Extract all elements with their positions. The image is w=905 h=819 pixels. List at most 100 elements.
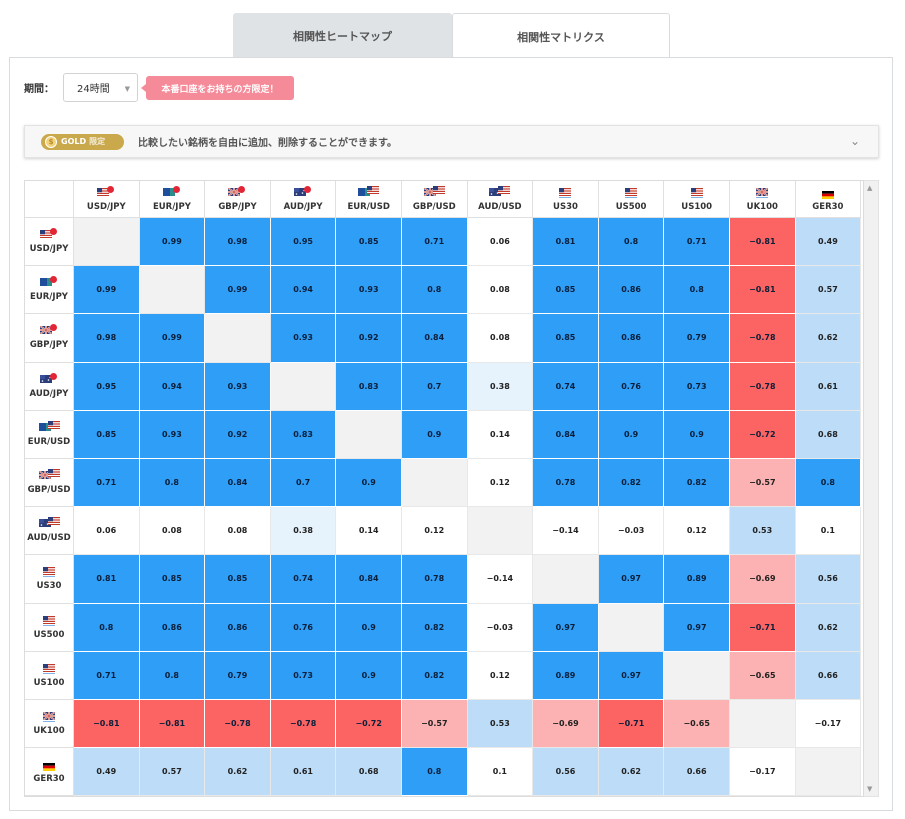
chevron-down-icon: ▼ — [124, 85, 130, 93]
matrix-cell: 0.8 — [139, 459, 206, 508]
matrix-cell: 0.49 — [795, 218, 862, 267]
matrix-cell: 0.73 — [270, 651, 337, 700]
matrix-cell: 0.8 — [402, 266, 468, 315]
matrix-cell: 0.97 — [598, 651, 665, 700]
scroll-up-icon[interactable]: ▲ — [867, 184, 873, 192]
row-header-aud-jpy: AUD/JPY — [25, 362, 74, 411]
gold-feature-bar[interactable]: $ GOLD 限定 比較したい銘柄を自由に追加、削除することができます。 ⌄ — [24, 125, 879, 158]
symbol-label: USD/JPY — [29, 244, 69, 255]
matrix-cell: 0.94 — [270, 266, 337, 315]
matrix-cell: 0.82 — [598, 459, 665, 508]
matrix-cell-diagonal — [270, 362, 337, 411]
matrix-cell: 0.8 — [139, 651, 206, 700]
scrollbar-thumb[interactable] — [867, 195, 875, 783]
flag-icon — [489, 185, 511, 199]
matrix-cell: 0.9 — [336, 651, 402, 700]
matrix-cell: 0.89 — [664, 555, 730, 604]
flag-icon — [43, 566, 55, 578]
flag-icon — [97, 185, 115, 199]
matrix-cell: 0.76 — [270, 603, 337, 652]
matrix-cell: 0.81 — [74, 555, 140, 604]
symbol-label: US30 — [553, 201, 578, 212]
matrix-cell: 0.1 — [795, 507, 862, 556]
matrix-cell: −0.03 — [467, 603, 534, 652]
matrix-cell: 0.1 — [467, 748, 534, 796]
matrix-cell: 0.79 — [205, 651, 271, 700]
matrix-cell: 0.71 — [664, 218, 730, 267]
matrix-cell: 0.85 — [205, 555, 271, 604]
flag-icon — [358, 185, 380, 199]
matrix-cell: 0.99 — [205, 266, 271, 315]
flag-icon — [294, 185, 312, 199]
matrix-cell: 0.12 — [664, 507, 730, 556]
flag-icon — [38, 517, 60, 530]
symbol-label: GBP/USD — [412, 201, 456, 212]
matrix-cell: 0.74 — [533, 362, 599, 411]
symbol-label: USD/JPY — [86, 201, 126, 212]
row-header-aud-usd: AUD/USD — [25, 507, 74, 556]
column-header-usd-jpy: USD/JPY — [74, 181, 140, 218]
flag-icon — [559, 187, 572, 199]
matrix-cell: 0.38 — [467, 362, 534, 411]
flag-icon — [43, 711, 55, 723]
matrix-cell: 0.53 — [730, 507, 796, 556]
row-header-eur-usd: EUR/USD — [25, 410, 74, 459]
column-header-us100: US100 — [664, 181, 730, 218]
flag-icon — [38, 420, 60, 434]
matrix-cell: 0.06 — [74, 507, 140, 556]
matrix-cell: −0.71 — [598, 700, 665, 749]
symbol-label: US100 — [33, 677, 65, 688]
symbol-label: GER30 — [33, 774, 65, 785]
matrix-cell: 0.98 — [74, 314, 140, 363]
matrix-cell: 0.06 — [467, 218, 534, 267]
matrix-cell: 0.95 — [270, 218, 337, 267]
symbol-label: US30 — [36, 581, 62, 592]
matrix-cell: 0.76 — [598, 362, 665, 411]
matrix-cell: 0.82 — [402, 603, 468, 652]
matrix-cell: 0.56 — [795, 555, 862, 604]
matrix-cell: 0.8 — [664, 266, 730, 315]
matrix-cell: 0.14 — [467, 410, 534, 459]
matrix-cell: 0.97 — [533, 603, 599, 652]
symbol-label: GER30 — [812, 201, 844, 212]
flag-icon — [43, 663, 55, 675]
matrix-cell: 0.85 — [74, 410, 140, 459]
flag-icon — [690, 187, 703, 199]
symbol-label: US100 — [681, 201, 713, 212]
matrix-cell: 0.82 — [664, 459, 730, 508]
chevron-down-icon[interactable]: ⌄ — [849, 134, 860, 148]
matrix-cell: 0.8 — [402, 748, 468, 796]
vertical-scrollbar[interactable]: ▲ ▼ — [864, 180, 879, 797]
matrix-cell: 0.62 — [795, 603, 862, 652]
matrix-cell: 0.99 — [139, 314, 206, 363]
matrix-cell: 0.12 — [467, 651, 534, 700]
tab-correlation-matrix[interactable]: 相関性マトリクス — [452, 13, 670, 59]
flag-icon — [40, 228, 58, 241]
column-header-gbp-jpy: GBP/JPY — [205, 181, 271, 218]
matrix-cell: 0.53 — [467, 700, 534, 749]
matrix-cell: 0.8 — [598, 218, 665, 267]
matrix-cell: −0.81 — [74, 700, 140, 749]
coin-icon: $ — [45, 135, 57, 148]
matrix-cell-diagonal — [730, 700, 796, 749]
matrix-cell: 0.84 — [205, 459, 271, 508]
live-account-only-badge[interactable]: 本番口座をお持ちの方限定！ — [141, 76, 294, 100]
flag-icon — [625, 187, 638, 199]
matrix-cell: 0.86 — [598, 314, 665, 363]
matrix-cell: −0.65 — [730, 651, 796, 700]
matrix-cell: −0.17 — [730, 748, 796, 796]
tab-correlation-heatmap[interactable]: 相関性ヒートマップ — [233, 13, 452, 58]
matrix-cell: 0.9 — [402, 410, 468, 459]
matrix-cell: −0.69 — [533, 700, 599, 749]
matrix-cell: 0.62 — [598, 748, 665, 796]
scroll-down-icon[interactable]: ▼ — [867, 785, 873, 793]
matrix-cell: 0.71 — [74, 651, 140, 700]
gold-description: 比較したい銘柄を自由に追加、削除することができます。 — [138, 138, 397, 149]
period-value: 24時間 — [77, 84, 110, 95]
matrix-cell: 0.14 — [336, 507, 402, 556]
matrix-cell: 0.08 — [205, 507, 271, 556]
matrix-cell: 0.85 — [533, 314, 599, 363]
period-select[interactable]: 24時間 ▼ — [63, 73, 138, 102]
matrix-cell: 0.93 — [205, 362, 271, 411]
matrix-cell: 0.99 — [74, 266, 140, 315]
